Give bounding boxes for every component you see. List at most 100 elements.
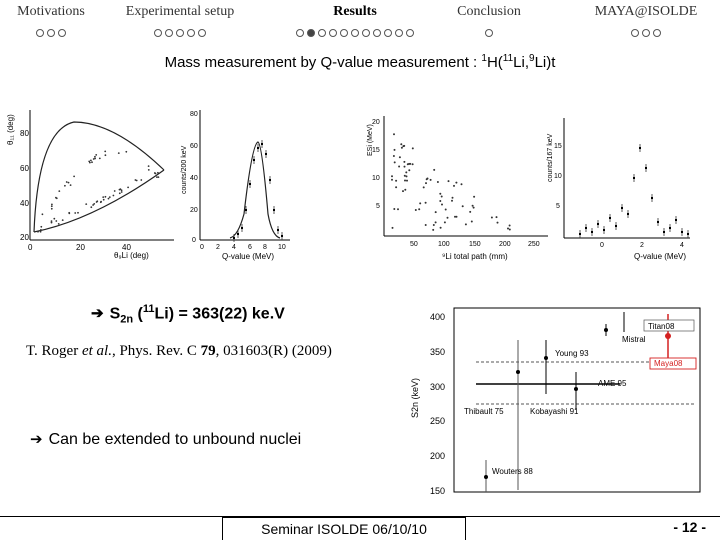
tick-label: 2 [640, 242, 644, 249]
histogram-point [269, 179, 271, 181]
scatter-point [127, 186, 129, 189]
scatter-point [113, 190, 116, 192]
nav-results[interactable]: Results [280, 4, 430, 38]
scatter-point [490, 216, 493, 219]
nav-dot[interactable] [47, 29, 55, 37]
nav-dot[interactable] [653, 29, 661, 37]
scatter-point [496, 221, 499, 224]
scatter-point [455, 215, 458, 218]
kinematics-scatter [37, 150, 160, 233]
nav-dot[interactable] [198, 29, 206, 37]
tick-label: 10 [554, 173, 562, 180]
label-ame95: AME 95 [598, 379, 627, 388]
scatter-point [398, 165, 401, 168]
nav-dot[interactable] [485, 29, 493, 37]
label-titan: Titan08 [648, 322, 675, 331]
nav-dot[interactable] [176, 29, 184, 37]
scatter-point [93, 203, 96, 205]
energy-path-scatter: ESi (MeV) 20 15 10 5 50 100 150 200 250 … [367, 116, 548, 261]
nav-dot[interactable] [631, 29, 639, 37]
scatter-point [99, 201, 102, 204]
scatter-point [453, 184, 455, 187]
scatter-point [443, 221, 446, 224]
tick-label: 60 [190, 143, 198, 150]
scatter-point [118, 192, 121, 195]
nav-experimental-setup[interactable]: Experimental setup [115, 4, 245, 38]
scatter-point [61, 219, 64, 221]
thibault-point [516, 370, 520, 374]
s2n-ylabel: S2n (keV) [410, 378, 420, 418]
label-wouters: Wouters 88 [492, 467, 533, 476]
scatter-point [406, 179, 408, 182]
tick-label: 0 [600, 242, 604, 249]
nav-dot[interactable] [187, 29, 195, 37]
scatter-point [107, 197, 110, 200]
scatter-point [418, 208, 421, 211]
ref-authors: T. Roger [26, 343, 82, 359]
qvalue2-ylabel: counts/167 keV [547, 133, 554, 182]
nav-dot[interactable] [165, 29, 173, 37]
scatter-point [393, 133, 395, 136]
nav-conclusion[interactable]: Conclusion [444, 4, 534, 38]
scatter-point [104, 150, 107, 153]
nav-dot[interactable] [296, 29, 304, 37]
energy-scatter-points [391, 133, 511, 231]
scatter-point [37, 230, 39, 233]
label-mistral: Mistral [622, 335, 646, 344]
scatter-point [391, 178, 393, 181]
histogram-point [687, 233, 689, 235]
nav-dot[interactable] [373, 29, 381, 37]
histogram-point [257, 147, 259, 149]
tick-label: 40 [190, 175, 198, 182]
nav-dot[interactable] [384, 29, 392, 37]
young-point [544, 356, 548, 360]
histogram-point [633, 177, 635, 179]
histogram-point [609, 217, 611, 219]
scatter-point [92, 204, 94, 206]
scatter-point [424, 224, 427, 226]
chart-frame [453, 307, 701, 493]
scatter-point [451, 196, 454, 199]
nav-dot[interactable] [329, 29, 337, 37]
nav-label: Results [333, 4, 377, 19]
scatter-point [411, 147, 414, 150]
nav-dots [444, 26, 534, 38]
histogram-point [645, 167, 647, 169]
tick-label: 40 [122, 243, 131, 252]
nav-dot[interactable] [307, 29, 315, 37]
scatter-point [422, 186, 425, 189]
nav-dot[interactable] [351, 29, 359, 37]
histogram-point [603, 229, 605, 231]
scatter-point [469, 210, 472, 213]
nav-dot[interactable] [340, 29, 348, 37]
tick-label: 40 [20, 199, 29, 208]
scatter-point [94, 157, 96, 160]
nav-dot[interactable] [36, 29, 44, 37]
tick-label: 20 [372, 119, 380, 126]
nav-dot[interactable] [406, 29, 414, 37]
nav-dot[interactable] [362, 29, 370, 37]
tick-label: 2 [216, 244, 220, 251]
histogram-point [253, 159, 255, 161]
kinematics-xlabel: θ₉Li (deg) [114, 251, 149, 260]
scatter-point [50, 207, 53, 210]
scatter-point [88, 160, 91, 163]
nav-maya-isolde[interactable]: MAYA@ISOLDE [578, 4, 714, 38]
qvalue-ylabel: counts/200 keV [181, 145, 188, 194]
nav-dot[interactable] [642, 29, 650, 37]
scatter-point [108, 196, 111, 198]
tick-label: 4 [232, 244, 236, 251]
kobayashi-point [574, 387, 578, 391]
scatter-point [471, 204, 474, 207]
nav-dot[interactable] [395, 29, 403, 37]
qvalue-histogram: counts/200 keV 80 60 40 20 0 0 2 4 6 8 1… [181, 110, 290, 261]
scatter-point [156, 176, 158, 178]
nav-dot[interactable] [154, 29, 162, 37]
tick-label: 250 [528, 241, 540, 248]
scatter-point [65, 181, 68, 183]
scatter-point [439, 192, 442, 195]
nav-motivations[interactable]: Motivations [6, 4, 96, 38]
nav-dot[interactable] [318, 29, 326, 37]
scatter-point [398, 156, 401, 159]
nav-dot[interactable] [58, 29, 66, 37]
